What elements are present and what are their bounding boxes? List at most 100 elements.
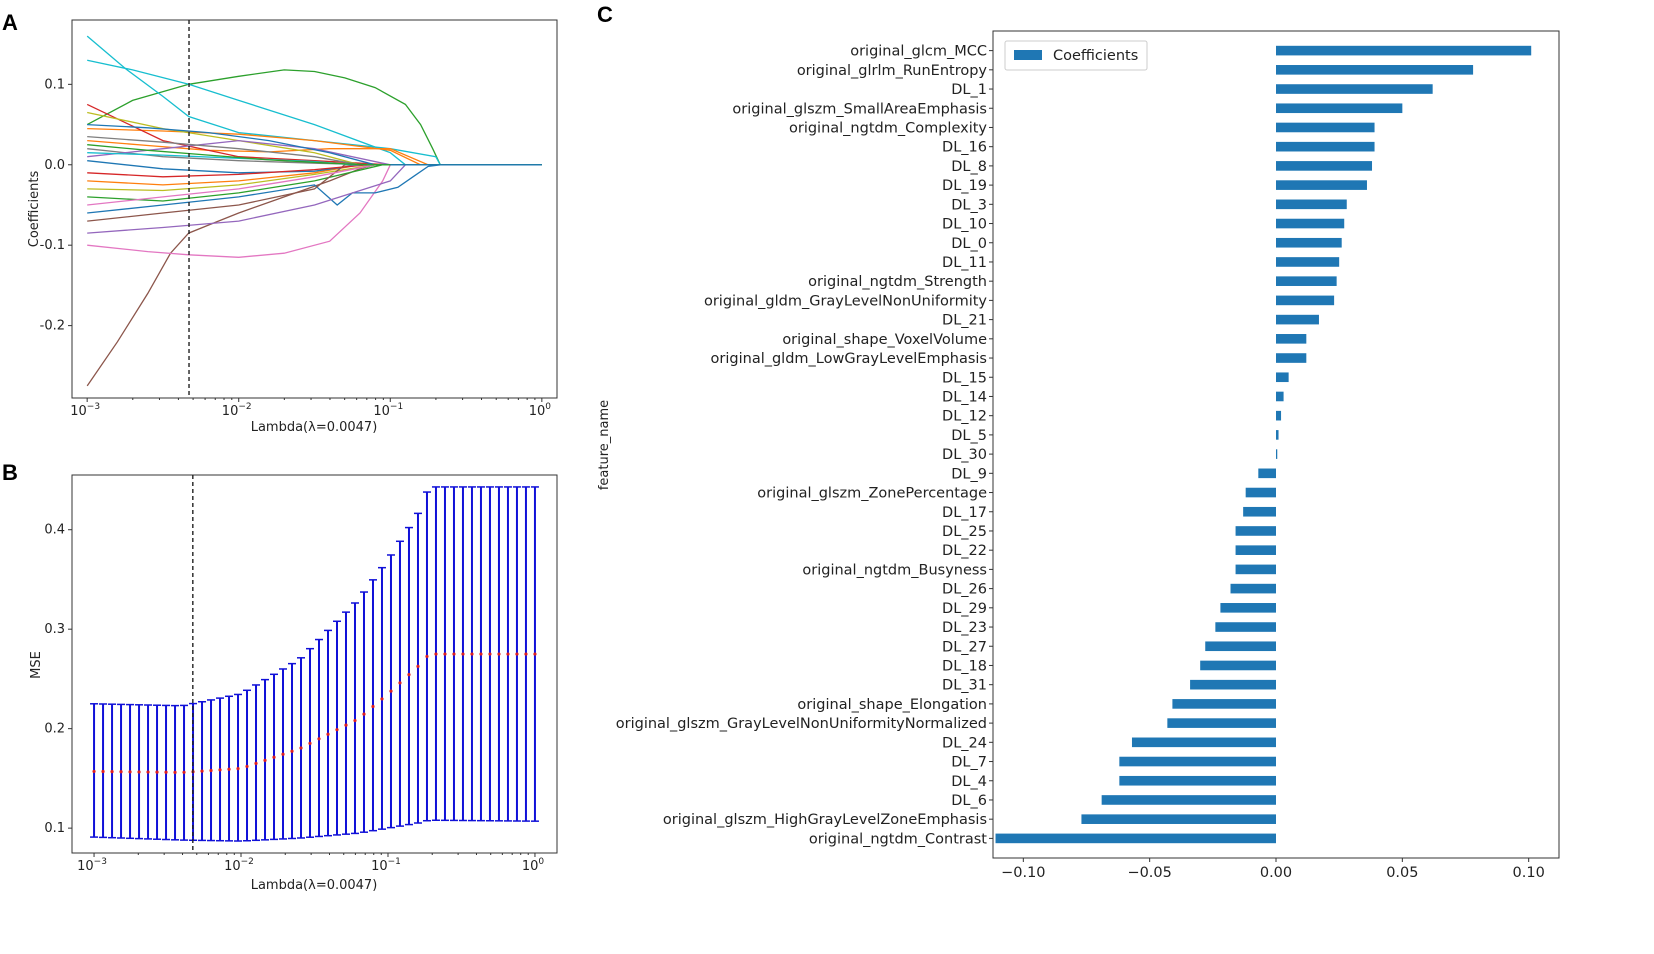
panel-c-feature-label: DL_31 — [942, 678, 987, 694]
panel-c-feature-label: DL_9 — [951, 466, 987, 482]
panel-c-bar — [1276, 218, 1345, 229]
panel-c-feature-label: DL_24 — [942, 735, 987, 751]
legend-swatch — [1014, 50, 1042, 60]
panel-b-y-tick-label: 0.3 — [44, 622, 65, 637]
panel-b-mean-point — [353, 718, 357, 723]
panel-b-mean-point — [461, 652, 465, 656]
panel-c-ticks: −0.10 −0.05 0.00 0.05 0.10 — [1001, 858, 1545, 881]
panel-c-x-tick-label: −0.05 — [1127, 865, 1171, 881]
panel-c-feature-label: DL_11 — [942, 255, 987, 271]
panel-c-bar — [1119, 756, 1276, 767]
panel-b-mean-point — [164, 770, 168, 774]
panel-a-coef-path-3 — [86, 164, 542, 387]
panel-a-y-tick-label: -0.1 — [40, 238, 65, 253]
panel-a-ticks: 0.1 0.0 -0.1 -0.2 10−3 10−2 10−1 100 — [40, 77, 552, 419]
panel-b-mean-point — [515, 652, 519, 656]
panel-b-y-tick-label: 0.4 — [44, 523, 65, 538]
panel-c-bar — [1167, 718, 1276, 728]
panel-c-bar — [1243, 506, 1276, 517]
panel-c-feature-label: original_ngtdm_Contrast — [809, 831, 987, 847]
panel-c-coefficients: original_glcm_MCC original_glrlm_RunEntro… — [597, 30, 1560, 881]
panel-b-mean-point — [416, 664, 420, 668]
panel-c-frame — [992, 30, 1560, 859]
panel-a-coef-path-4 — [87, 164, 542, 258]
panel-b-y-axis-label: MSE — [29, 651, 44, 679]
legend-box — [1004, 40, 1148, 71]
panel-c-bar — [1276, 295, 1335, 306]
panel-letter-b: B — [2, 460, 18, 485]
panel-a-y-tick-label: -0.2 — [40, 319, 65, 334]
panel-c-feature-label: DL_22 — [942, 543, 987, 559]
panel-c-feature-label: original_glszm_ZonePercentage — [757, 486, 987, 502]
panel-b-mean-point — [101, 769, 105, 774]
panel-b-y-tick-label: 0.2 — [44, 722, 65, 737]
panel-a-frame — [71, 19, 558, 399]
panel-c-bar — [1190, 679, 1276, 690]
panel-b-mean-point — [110, 770, 114, 774]
panel-a-x-tick-label: 10−2 — [222, 402, 252, 419]
panel-b-mean-point — [227, 767, 231, 771]
panel-c-bar — [1276, 237, 1342, 248]
panel-a-series-group — [86, 35, 542, 387]
panel-a-y-tick-label: 0.1 — [44, 77, 65, 92]
panel-c-bar — [1276, 122, 1375, 133]
panel-a-x-tick-label: 100 — [529, 402, 552, 419]
panel-c-bar — [1276, 430, 1279, 440]
panel-c-bar — [1081, 814, 1276, 824]
panel-c-feature-label: DL_17 — [942, 505, 987, 521]
panel-c-x-tick-label: −0.10 — [1001, 865, 1045, 881]
panel-c-feature-label: DL_3 — [951, 197, 987, 213]
panel-c-bar — [1276, 103, 1403, 114]
panel-c-bar — [1215, 622, 1276, 632]
panel-c-bar — [1276, 199, 1347, 210]
panel-a-y-axis-label: Coefficients — [27, 171, 42, 248]
panel-c-bar — [1276, 353, 1307, 363]
panel-c-feature-label: original_ngtdm_Complexity — [789, 120, 987, 136]
panel-a-x-axis-label: Lambda(λ=0.0047) — [251, 420, 378, 435]
panel-b-mean-point — [362, 712, 366, 716]
panel-c-x-tick-label: 0.00 — [1260, 865, 1292, 881]
panel-c-feature-label: DL_30 — [942, 447, 987, 463]
panel-b-mean-point — [524, 652, 528, 656]
panel-c-bar — [1276, 334, 1307, 344]
panel-a-coef-path-2 — [87, 59, 542, 166]
panel-c-feature-label: DL_10 — [942, 217, 987, 233]
panel-b-mean-point — [200, 769, 204, 773]
panel-c-bar — [1230, 583, 1276, 594]
panel-b-x-axis-label: Lambda(λ=0.0047) — [251, 878, 378, 893]
panel-c-feature-label: DL_4 — [951, 774, 987, 790]
panel-b-mean-point — [128, 770, 132, 774]
panel-a-lasso-path: 0.1 0.0 -0.1 -0.2 10−3 10−2 10−1 100 Lambda(λ=0… — [27, 19, 558, 435]
panel-c-bar — [1258, 468, 1276, 479]
panel-c-bar — [1276, 141, 1375, 152]
panel-a-coef-path-5 — [87, 164, 542, 214]
panel-c-bar — [1245, 487, 1276, 498]
panel-b-mean-point — [146, 770, 150, 774]
panel-b-x-tick-label: 10−3 — [77, 857, 107, 874]
panel-b-mean-point — [425, 654, 429, 659]
panel-c-bar-group — [995, 45, 1532, 844]
panel-b-ticks: 0.1 0.2 0.3 0.4 10−3 10−2 10−1 100 — [44, 523, 544, 874]
panel-b-mean-point — [434, 652, 438, 656]
panel-c-feature-label: original_glcm_MCC — [850, 44, 987, 60]
panel-c-bar — [1235, 526, 1276, 536]
panel-c-bar — [1276, 372, 1289, 383]
panel-c-bar — [1276, 391, 1284, 402]
panel-c-bar — [1101, 795, 1276, 805]
panel-c-feature-label: DL_14 — [942, 389, 987, 405]
panel-c-feature-label: original_glszm_GrayLevelNonUniformityNor… — [616, 716, 987, 732]
panel-b-y-tick-label: 0.1 — [44, 821, 65, 836]
panel-a-y-tick-label: 0.0 — [44, 158, 65, 173]
panel-b-mean-point — [92, 769, 96, 774]
panel-a-coef-path-1 — [86, 35, 542, 166]
panel-c-feature-label: original_ngtdm_Busyness — [802, 562, 987, 578]
panel-c-feature-label: DL_29 — [942, 601, 987, 617]
panel-c-feature-label: original_glszm_HighGrayLevelZoneEmphasis — [663, 812, 987, 828]
panel-c-feature-label: DL_0 — [951, 236, 987, 252]
panel-c-bar — [1119, 775, 1276, 786]
panel-c-bar — [1276, 180, 1367, 190]
panel-b-mean-point — [290, 749, 294, 753]
panel-b-mean-point — [299, 746, 303, 750]
panel-c-bar — [1172, 699, 1276, 709]
panel-c-feature-label: DL_23 — [942, 620, 987, 636]
